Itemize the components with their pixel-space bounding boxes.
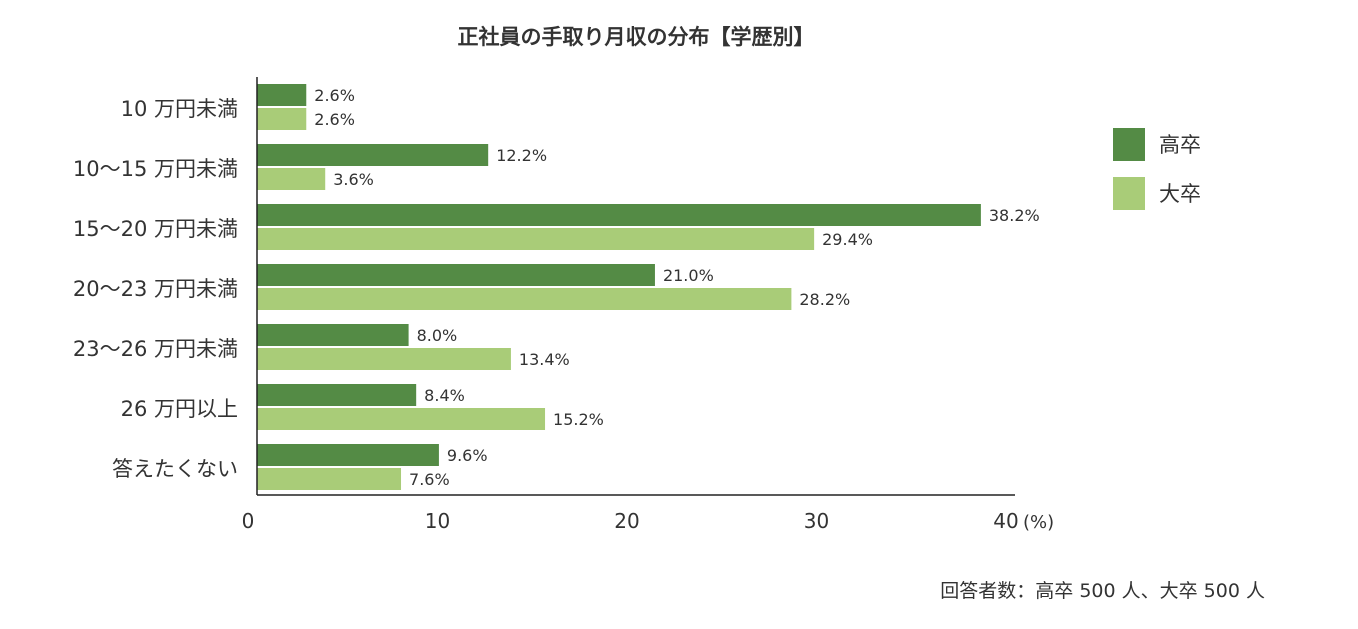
data-label: 28.2% bbox=[799, 290, 850, 309]
legend-label: 大卒 bbox=[1159, 182, 1201, 206]
bar-university bbox=[257, 108, 307, 130]
bar-high-school bbox=[257, 144, 489, 166]
category-label: 10 万円未満 bbox=[121, 97, 238, 121]
data-label: 13.4% bbox=[519, 350, 570, 369]
data-label: 2.6% bbox=[314, 86, 355, 105]
bar-high-school bbox=[257, 84, 307, 106]
x-axis-unit: (%) bbox=[1023, 512, 1054, 533]
data-label: 21.0% bbox=[663, 266, 714, 285]
bar-university bbox=[257, 168, 326, 190]
chart-title: 正社員の手取り月収の分布【学歴別】 bbox=[458, 25, 815, 49]
bar-university bbox=[257, 228, 815, 250]
bar-high-school bbox=[257, 384, 417, 406]
data-label: 2.6% bbox=[314, 110, 355, 129]
category-label: 答えたくない bbox=[112, 457, 238, 481]
x-tick-label: 30 bbox=[804, 509, 829, 533]
category-label: 15～20 万円未満 bbox=[73, 217, 238, 241]
category-label: 10～15 万円未満 bbox=[73, 157, 238, 181]
category-label: 26 万円以上 bbox=[121, 397, 238, 421]
bar-high-school bbox=[257, 444, 439, 466]
category-label: 23～26 万円未満 bbox=[73, 337, 238, 361]
data-label: 12.2% bbox=[496, 146, 547, 165]
data-label: 38.2% bbox=[989, 206, 1040, 225]
x-tick-label: 20 bbox=[614, 509, 639, 533]
data-label: 8.4% bbox=[424, 386, 465, 405]
data-label: 7.6% bbox=[409, 470, 450, 489]
data-label: 3.6% bbox=[333, 170, 374, 189]
legend-swatch bbox=[1113, 177, 1145, 210]
bar-high-school bbox=[257, 324, 409, 346]
bar-university bbox=[257, 288, 792, 310]
bar-high-school bbox=[257, 264, 655, 286]
bar-university bbox=[257, 348, 511, 370]
bar-university bbox=[257, 408, 546, 430]
respondents-note: 回答者数：高卒 500 人、大卒 500 人 bbox=[940, 580, 1265, 602]
category-label: 20～23 万円未満 bbox=[73, 277, 238, 301]
data-label: 9.6% bbox=[447, 446, 488, 465]
x-tick-label: 40 bbox=[993, 509, 1018, 533]
data-label: 29.4% bbox=[822, 230, 873, 249]
x-tick-label: 0 bbox=[242, 509, 255, 533]
x-tick-label: 10 bbox=[425, 509, 450, 533]
legend-swatch bbox=[1113, 128, 1145, 161]
data-label: 8.0% bbox=[417, 326, 458, 345]
bar-high-school bbox=[257, 204, 981, 226]
legend-label: 高卒 bbox=[1159, 133, 1201, 157]
data-label: 15.2% bbox=[553, 410, 604, 429]
bar-university bbox=[257, 468, 402, 490]
